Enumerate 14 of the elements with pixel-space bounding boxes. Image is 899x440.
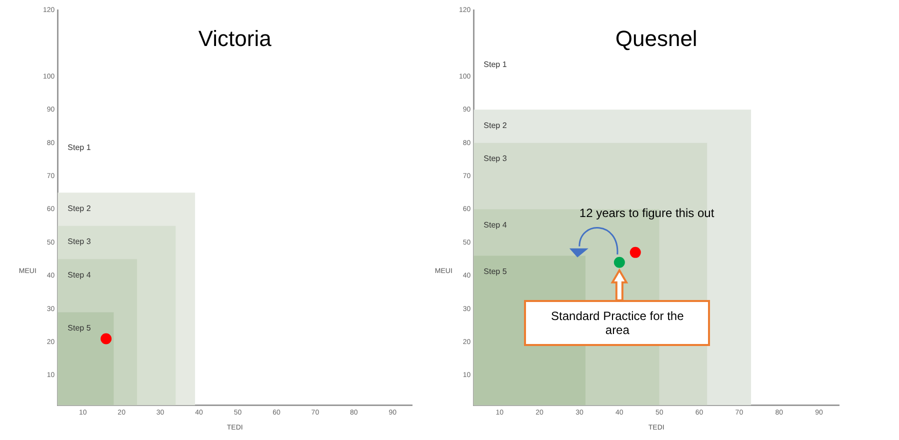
text: Victoria (198, 26, 272, 52)
series-label: Step 3 (68, 237, 92, 246)
series-label: Step 4 (68, 270, 92, 280)
series-label: Step 3 (484, 154, 508, 164)
series-label: Step 2 (484, 120, 508, 130)
series-label: Step 2 (68, 204, 92, 213)
series-label: Step 4 (484, 220, 508, 230)
callout-box: Standard Practice for the area (524, 300, 710, 346)
text: Quesnel (615, 26, 698, 52)
annotation: 12 years to figure this out (579, 206, 716, 220)
annotation: Step 1 (68, 142, 92, 152)
annotation: Step 1 (484, 60, 508, 69)
series-label: Step 5 (484, 266, 508, 276)
series-label: Step 5 (68, 323, 92, 332)
